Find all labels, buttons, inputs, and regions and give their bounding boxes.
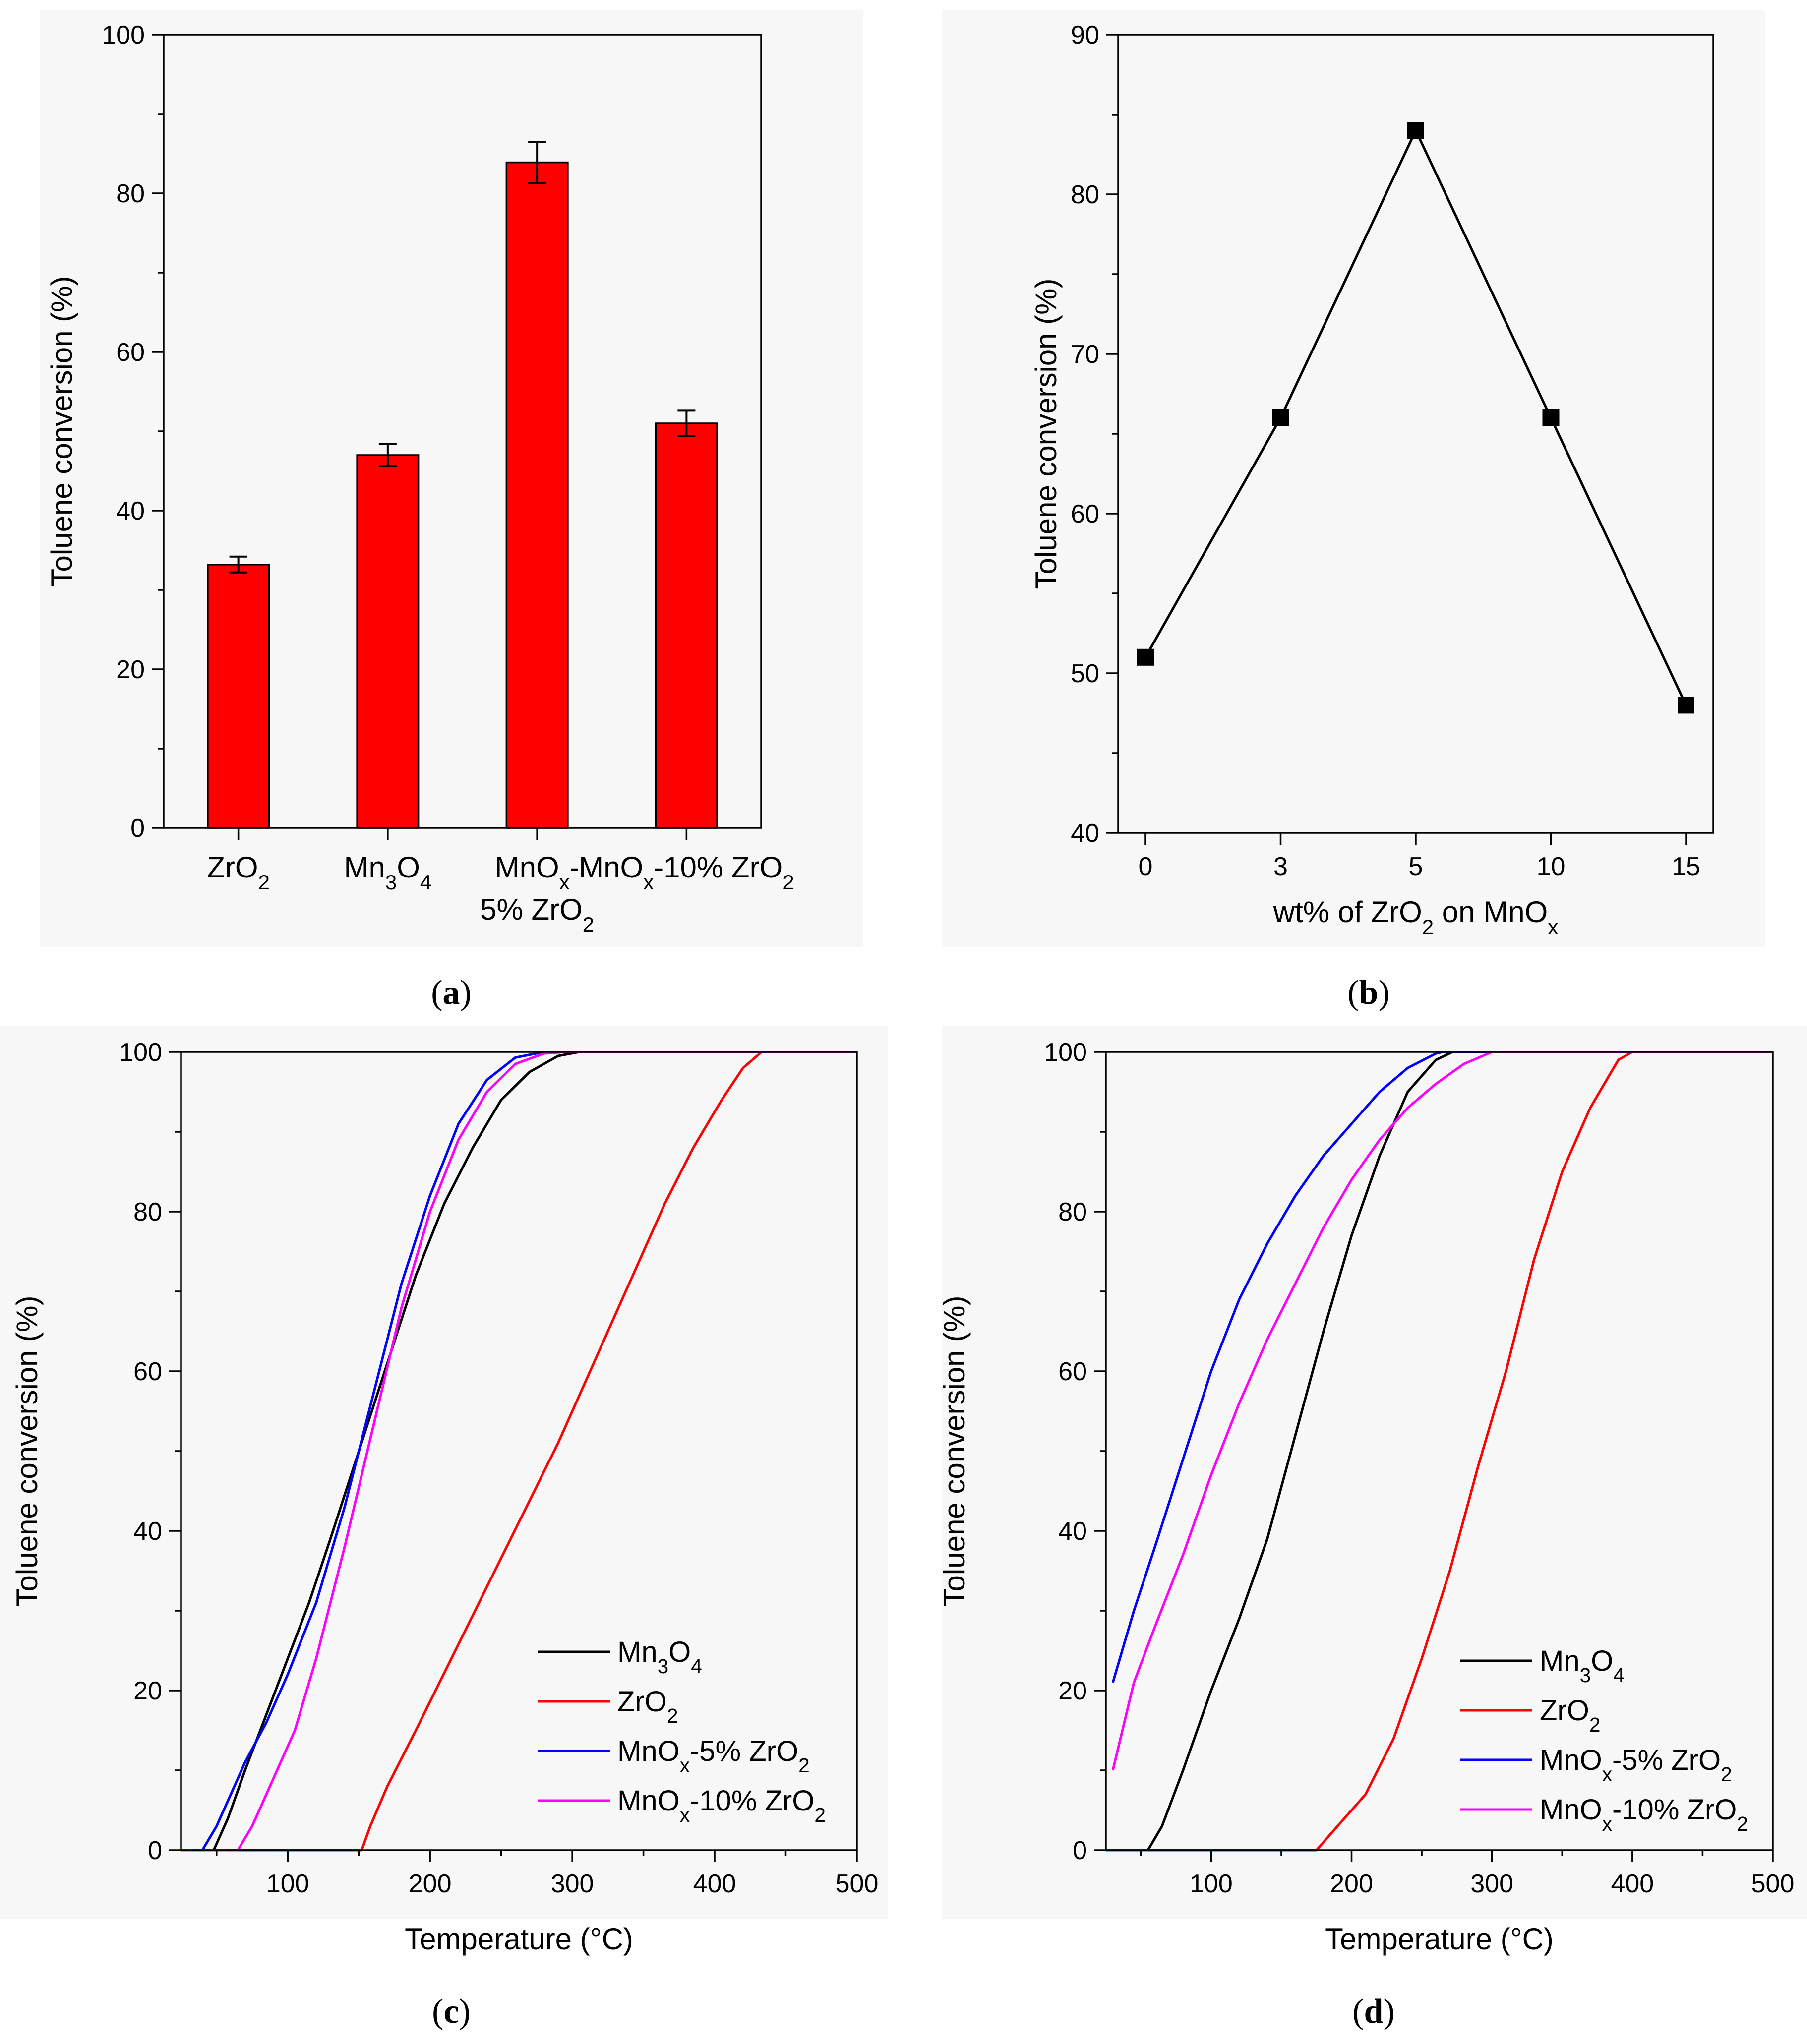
x-tick-label-3: 3 [1273,852,1288,881]
category-label-line2-MnOx-5% ZrO2: 5% ZrO2 [480,893,594,936]
y-tick-label-20: 20 [133,1677,162,1705]
y-tick-label-40: 40 [116,497,145,526]
y-tick-label-40: 40 [1071,819,1099,848]
data-point-10 [1542,409,1560,426]
x-tick-label-400: 400 [1611,1869,1654,1898]
y-tick-label-80: 80 [116,179,145,208]
y-tick-label-60: 60 [116,338,145,367]
caption-b: (b) [1347,974,1390,1012]
y-axis-title: Toluene conversion (%) [10,1296,44,1607]
data-point-3 [1272,409,1289,426]
y-tick-label-40: 40 [133,1517,162,1546]
y-tick-label-80: 80 [133,1198,162,1226]
bar-ZrO2 [207,564,270,829]
x-tick-label-300: 300 [1470,1869,1513,1898]
y-tick-label-60: 60 [1058,1357,1087,1386]
caption-c-letter: c [443,1992,459,2031]
series-line-ZrO2 [1106,1051,1773,1852]
y-tick-label-90: 90 [1071,21,1099,50]
category-label-Mn3O4: Mn3O4 [344,851,432,894]
y-tick-label-70: 70 [1071,340,1099,369]
caption-d-letter: d [1364,1992,1384,2031]
series-line-ZrO2 [181,1051,857,1852]
x-tick-label-300: 300 [551,1869,594,1898]
legend-label-Mn3O4: Mn3O4 [617,1636,702,1678]
x-axis-title: Temperature (°C) [405,1923,633,1956]
y-tick-label-20: 20 [116,655,145,684]
y-tick-label-40: 40 [1058,1517,1087,1546]
x-axis-title: wt% of ZrO2 on MnOx [1273,895,1559,938]
legend-label-MnOx-10% ZrO2: MnOx-10% ZrO2 [617,1785,826,1826]
y-tick-label-0: 0 [1073,1836,1087,1865]
x-tick-label-15: 15 [1672,852,1700,881]
caption-c: (c) [432,1992,471,2031]
data-point-0 [1137,648,1154,666]
legend-label-Mn3O4: Mn3O4 [1540,1645,1625,1687]
caption-b-letter: b [1359,974,1379,1012]
x-tick-label-500: 500 [1751,1869,1795,1898]
data-point-15 [1678,697,1694,714]
y-tick-label-0: 0 [148,1836,162,1865]
x-tick-label-200: 200 [409,1869,452,1898]
panel-c-line-chart: 0 20 40 60 80 100 100 200 300 400 500 Temperature (… [10,1038,878,1956]
panel-d-background [942,1026,1807,1919]
y-tick-label-0: 0 [130,814,145,843]
x-tick-label-100: 100 [266,1869,309,1898]
x-tick-label-400: 400 [693,1869,736,1898]
y-tick-label-80: 80 [1071,180,1099,209]
series-line-MnOx-5% ZrO2 [1111,1051,1773,1683]
x-tick-label-5: 5 [1409,852,1423,881]
series-line-MnOx-10% ZrO2 [181,1051,857,1852]
x-tick-label-100: 100 [1190,1869,1233,1898]
y-axis-title: Toluene conversion (%) [45,276,78,587]
panel-b-background [942,10,1765,947]
y-tick-label-100: 100 [102,21,145,50]
panel-d-line-chart: 0 20 40 60 80 100 100 200 300 400 500 Temperature (… [938,1038,1794,1956]
x-tick-label-10: 10 [1537,852,1566,881]
bar-MnOx-10% ZrO2 [655,422,718,829]
category-label-MnOx-10% ZrO2: MnOx-10% ZrO2 [579,851,794,894]
x-tick-label-0: 0 [1139,852,1153,881]
panel-a-background [40,10,863,947]
y-tick-label-100: 100 [119,1038,162,1067]
x-tick-label-500: 500 [836,1869,879,1898]
legend-label-MnOx-5% ZrO2: MnOx-5% ZrO2 [1540,1744,1732,1786]
category-label-ZrO2: ZrO2 [207,851,270,894]
y-tick-label-100: 100 [1044,1038,1087,1067]
series-line-MnOx-5% ZrO2 [181,1051,857,1852]
caption-a-letter: a [443,974,460,1012]
y-axis-title: Toluene conversion (%) [938,1296,971,1607]
bar-Mn3O4 [356,454,420,829]
series-line-MnOx-10% ZrO2 [1111,1051,1773,1771]
caption-a: (a) [431,974,472,1012]
y-tick-label-60: 60 [133,1357,162,1386]
y-tick-label-50: 50 [1071,659,1099,688]
y-tick-label-80: 80 [1058,1198,1087,1226]
y-axis-title: Toluene conversion (%) [1029,279,1063,589]
legend-label-ZrO2: ZrO2 [1540,1694,1600,1736]
legend-label-ZrO2: ZrO2 [617,1686,678,1727]
legend-label-MnOx-10% ZrO2: MnOx-10% ZrO2 [1540,1794,1748,1835]
bar-MnOx-5% ZrO2 [505,161,569,829]
y-tick-label-60: 60 [1071,500,1099,528]
x-axis-title: Temperature (°C) [1325,1923,1554,1956]
category-label-MnOx-5% ZrO2: MnOx- [495,851,580,894]
series-line-Mn3O4 [181,1051,857,1852]
y-tick-label-20: 20 [1058,1677,1087,1705]
caption-d: (d) [1352,1992,1395,2031]
x-tick-label-200: 200 [1330,1869,1373,1898]
data-point-5 [1407,122,1424,139]
series-line-Mn3O4 [1106,1051,1773,1852]
legend-label-MnOx-5% ZrO2: MnOx-5% ZrO2 [617,1735,810,1777]
panel-b-line-chart: 40 50 60 70 80 90 0 3 5 10 15 wt% of ZrO2 on MnOx To… [1029,21,1714,938]
